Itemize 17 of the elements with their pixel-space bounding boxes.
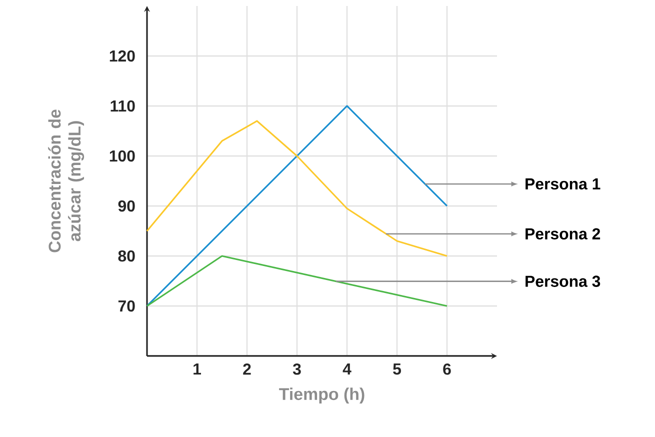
x-tick-label: 2 xyxy=(243,364,251,375)
y-tick-label: 100 xyxy=(110,150,135,162)
y-tick-label: 80 xyxy=(118,250,135,262)
y-axis-title: Concentración de azúcar (mg/dL) xyxy=(48,110,84,252)
x-tick-label: 5 xyxy=(393,364,401,375)
y-tick-label: 110 xyxy=(110,100,135,112)
x-axis-title: Tiempo (h) xyxy=(279,388,364,404)
x-tick-label: 4 xyxy=(342,364,352,374)
y-tick-label: 120 xyxy=(110,50,135,62)
text: Persona 2 xyxy=(526,228,600,240)
x-tick-label: 6 xyxy=(443,364,451,375)
x-tick-label: 1 xyxy=(194,364,201,374)
x-tick-label: 3 xyxy=(292,364,301,375)
text: Persona 3 xyxy=(526,276,600,287)
y-tick-label: 70 xyxy=(118,300,135,312)
text: Persona 1 xyxy=(526,178,600,190)
y-tick-label: 90 xyxy=(118,200,135,212)
